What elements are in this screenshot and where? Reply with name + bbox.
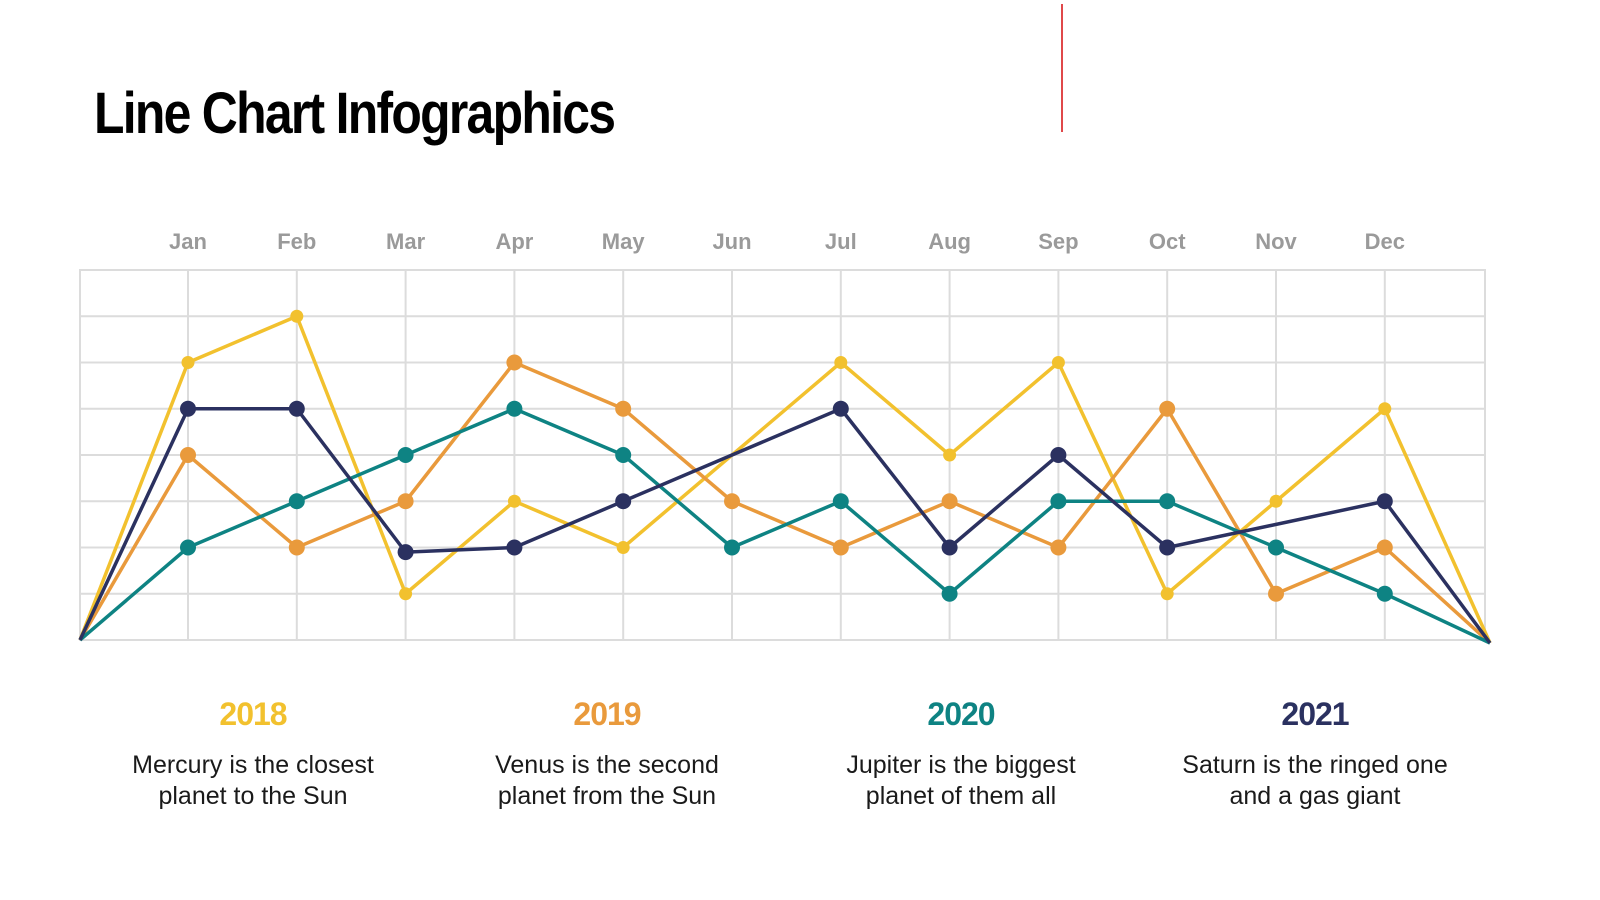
data-point-2018-sep (1051, 356, 1065, 369)
data-point-2018-jul (834, 356, 848, 369)
data-point-2019-nov (1268, 585, 1284, 602)
legend-desc-2018: Mercury is the closest planet to the Sun (132, 751, 374, 810)
x-tick-label: Mar (386, 229, 426, 254)
x-tick-label: Dec (1365, 229, 1405, 254)
data-point-2021-jan (180, 400, 196, 417)
x-tick-label: Oct (1149, 229, 1186, 254)
x-tick-label: Sep (1038, 229, 1078, 254)
x-tick-label: Jun (712, 229, 751, 254)
data-point-2018-jan (181, 356, 195, 369)
legend-year-2019: 2019 (573, 696, 641, 732)
data-point-2019-may (615, 400, 632, 417)
data-point-2018-mar (399, 587, 413, 601)
series-line-2020 (78, 407, 1491, 645)
data-point-2018-may (616, 541, 630, 554)
data-point-2018-dec (1378, 402, 1392, 416)
data-point-2019-jun (724, 493, 740, 510)
data-point-2020-aug (941, 585, 958, 602)
data-point-2020-jan (180, 539, 196, 556)
data-point-2020-jul (832, 493, 849, 510)
data-point-2021-apr (506, 539, 523, 556)
decorative-divider (1061, 4, 1063, 132)
legend-year-2021: 2021 (1281, 696, 1349, 732)
series-line-2021 (78, 407, 1492, 645)
data-point-2020-apr (506, 400, 523, 417)
data-point-2018-aug (943, 448, 957, 462)
x-tick-label: Aug (928, 229, 971, 254)
legend-desc-2021: Saturn is the ringed one and a gas giant (1182, 751, 1448, 810)
data-point-2020-dec (1376, 585, 1393, 602)
legend-year-2018: 2018 (219, 696, 287, 732)
data-point-2021-may (615, 493, 632, 510)
data-point-2021-feb (288, 400, 305, 417)
data-point-2020-mar (397, 447, 414, 463)
x-tick-label: Jul (825, 229, 857, 254)
data-point-2021-mar (397, 544, 414, 561)
data-point-2019-mar (397, 493, 414, 510)
data-point-2018-oct (1160, 587, 1174, 601)
data-point-2019-oct (1159, 400, 1176, 417)
data-point-2018-apr (507, 494, 521, 508)
data-point-2019-aug (941, 493, 958, 510)
data-point-2020-jun (724, 539, 740, 556)
page-title: Line Chart Infographics (94, 81, 616, 146)
data-point-2018-nov (1269, 494, 1283, 508)
data-point-2020-feb (288, 493, 305, 510)
data-point-2021-jul (832, 400, 849, 417)
data-point-2019-sep (1050, 539, 1067, 556)
legend-year-2020: 2020 (927, 696, 995, 732)
data-point-2021-sep (1050, 447, 1067, 463)
data-point-2021-dec (1376, 493, 1393, 510)
x-tick-label: May (602, 229, 646, 254)
line-chart: Jan Feb Mar Apr May Jun Jul Aug Sep Oct Nov Dec (78, 229, 1492, 645)
data-point-2019-jul (832, 539, 849, 556)
data-point-2018-feb (290, 309, 304, 323)
legend-desc-2020: Jupiter is the biggest planet of them all (846, 751, 1076, 810)
data-point-2020-nov (1268, 539, 1284, 556)
x-tick-label: Feb (277, 229, 316, 254)
legend-desc-2019: Venus is the second planet from the Sun (495, 751, 719, 810)
data-point-2019-dec (1376, 539, 1393, 556)
x-tick-label: Nov (1255, 229, 1297, 254)
data-point-2021-aug (941, 539, 958, 556)
data-point-2021-oct (1159, 539, 1176, 556)
data-point-2019-jan (180, 447, 196, 463)
data-point-2019-apr (506, 354, 523, 371)
x-tick-label: Jan (169, 229, 207, 254)
data-point-2019-feb (288, 539, 305, 556)
data-point-2020-may (615, 447, 632, 463)
data-point-2020-sep (1050, 493, 1067, 510)
data-point-2020-oct (1159, 493, 1176, 510)
x-tick-label: Apr (495, 229, 533, 254)
